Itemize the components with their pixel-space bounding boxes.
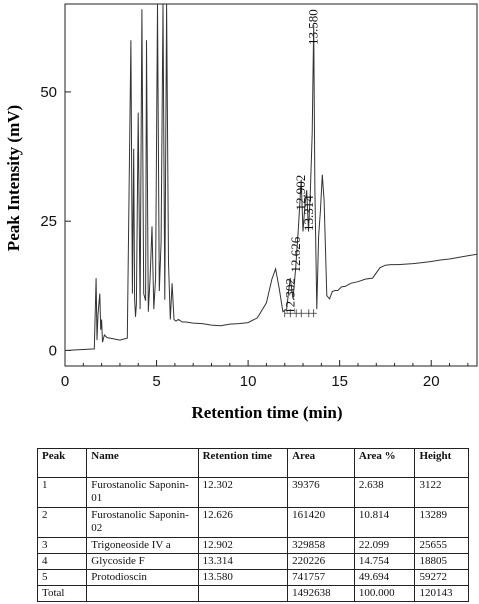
cell-area: 329858 [287, 537, 355, 554]
cell-height: 13289 [414, 507, 469, 538]
cell-name: Glycoside F [86, 553, 199, 570]
header-area-percent: Area % [353, 448, 416, 478]
plot-frame [64, 3, 478, 367]
cell-height: 120143 [414, 585, 469, 602]
y-tick-label: 25 [40, 213, 57, 230]
table-row: 2 Furostanolic Saponin-02 12.626 161420 … [36, 507, 469, 538]
cell-name: Trigoneoside IV a [86, 537, 199, 554]
header-height: Height [414, 448, 469, 478]
cell-area-percent: 10.814 [353, 507, 416, 538]
cell-retention-time: 13.580 [197, 569, 289, 586]
cell-area: 1492638 [287, 585, 355, 602]
cell-peak: 4 [36, 553, 88, 570]
header-peak: Peak [36, 448, 88, 478]
cell-area-percent: 14.754 [353, 553, 416, 570]
cell-peak: Total [36, 585, 88, 602]
table-row: 4 Glycoside F 13.314 220226 14.754 18805 [36, 553, 469, 570]
x-axis-label: Retention time (min) [191, 403, 342, 422]
cell-height: 59272 [414, 569, 469, 586]
y-axis-label: Peak Intensity (mV) [4, 105, 23, 251]
cell-area: 161420 [287, 507, 355, 538]
cell-name: Furostanolic Saponin-02 [86, 507, 199, 538]
cell-area-percent: 49.694 [353, 569, 416, 586]
table-total-row: Total 1492638 100.000 120143 [36, 585, 469, 602]
x-tick-label: 5 [152, 373, 160, 390]
table-header-row: Peak Name Retention time Area Area % Hei… [36, 448, 469, 478]
cell-height: 25655 [414, 537, 469, 554]
cell-area-percent: 100.000 [353, 585, 416, 602]
cell-peak: 3 [36, 537, 88, 554]
cell-retention-time [197, 585, 289, 602]
cell-area-percent: 2.638 [353, 477, 416, 508]
peak-table: Peak Name Retention time Area Area % Hei… [36, 448, 469, 602]
cell-retention-time: 12.302 [197, 477, 289, 508]
y-axis-ticks: 0 25 50 [40, 84, 71, 359]
cell-peak: 1 [36, 477, 88, 508]
x-tick-label: 10 [240, 373, 257, 390]
peak-annotation-label: 12.626 [288, 236, 303, 272]
table-row: 1 Furostanolic Saponin-01 12.302 39376 2… [36, 477, 469, 508]
x-tick-label: 20 [423, 373, 440, 390]
peak-annotation-label: 13.580 [306, 9, 321, 45]
header-area: Area [287, 448, 355, 478]
cell-peak: 2 [36, 507, 88, 538]
header-name: Name [86, 448, 199, 478]
cell-retention-time: 12.902 [197, 537, 289, 554]
cell-area-percent: 22.099 [353, 537, 416, 554]
table-row: 5 Protodioscin 13.580 741757 49.694 5927… [36, 569, 469, 586]
peak-annotation-label: 12.902 [293, 175, 308, 211]
cell-name: Furostanolic Saponin-01 [86, 477, 199, 508]
x-tick-label: 0 [61, 373, 69, 390]
header-retention-time: Retention time [197, 448, 289, 478]
peak-annotation-label: 13.314 [301, 195, 316, 231]
peak-annotation-label: 12.302 [282, 278, 297, 314]
cell-name [86, 585, 199, 602]
table-row: 3 Trigoneoside IV a 12.902 329858 22.099… [36, 537, 469, 554]
cell-height: 3122 [414, 477, 469, 508]
cell-area: 39376 [287, 477, 355, 508]
cell-area: 220226 [287, 553, 355, 570]
chromatogram-trace [64, 3, 478, 351]
cell-peak: 5 [36, 569, 88, 586]
integration-markers [284, 309, 317, 318]
x-axis-ticks: 0 5 10 15 20 [61, 360, 469, 390]
y-tick-label: 0 [49, 342, 57, 359]
cell-area: 741757 [287, 569, 355, 586]
cell-retention-time: 12.626 [197, 507, 289, 538]
cell-retention-time: 13.314 [197, 553, 289, 570]
y-tick-label: 50 [40, 84, 57, 101]
x-tick-label: 15 [331, 373, 348, 390]
cell-height: 18805 [414, 553, 469, 570]
cell-name: Protodioscin [86, 569, 199, 586]
